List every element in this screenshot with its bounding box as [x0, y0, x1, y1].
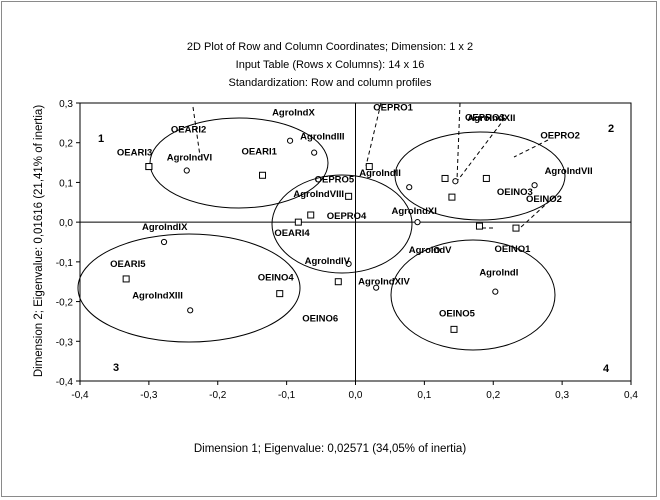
- square-point: [307, 211, 315, 219]
- square-point-label: OEARI4: [274, 228, 310, 239]
- circle-point: [406, 184, 413, 191]
- x-tick-label: 0,3: [555, 390, 569, 401]
- circle-point-label: AgroIndX: [272, 108, 315, 119]
- quadrant-label: 3: [113, 362, 119, 374]
- quadrant-label: 2: [608, 123, 614, 135]
- square-point-label: OEPRO3: [465, 112, 505, 123]
- y-tick-label: -0,2: [56, 298, 74, 309]
- chart-subtitle-standardization: Standardization: Row and column profiles: [228, 77, 432, 89]
- circle-point: [286, 137, 294, 144]
- leader-line: [519, 195, 556, 229]
- circle-point-label: AgroIndII: [359, 168, 401, 179]
- circle-point-label: AgroIndIII: [300, 132, 344, 143]
- square-point: [482, 174, 490, 182]
- circle-point-label: AgroIndVI: [167, 153, 212, 164]
- circle-point-label: AgroIndVII: [545, 166, 593, 177]
- square-point: [276, 290, 284, 298]
- square-point-label: OEPRO1: [373, 103, 413, 114]
- x-tick-label: -0,2: [209, 390, 227, 401]
- cluster-ellipse: [390, 239, 556, 351]
- square-point: [345, 192, 353, 200]
- y-tick-label: 0,3: [59, 99, 73, 110]
- y-tick-label: -0,4: [56, 377, 74, 388]
- x-tick-label: 0,4: [624, 390, 638, 401]
- square-point-label: OEARI2: [171, 125, 206, 136]
- circle-point: [311, 149, 318, 156]
- square-point-label: OEINO3: [497, 187, 533, 198]
- x-tick-label: -0,4: [71, 390, 89, 401]
- cluster-ellipse: [271, 174, 413, 274]
- square-point: [145, 163, 153, 171]
- x-tick-label: -0,1: [278, 390, 296, 401]
- square-point: [259, 171, 267, 179]
- x-axis-label: Dimension 1; Eigenvalue: 0,02571 (34,05%…: [193, 443, 467, 455]
- square-point: [294, 218, 302, 226]
- square-point-label: OEPRO5: [315, 174, 355, 185]
- square-point-label: OEINO5: [439, 308, 476, 319]
- square-point-label: OEARI5: [110, 259, 146, 270]
- circle-point-label: AgroIndIV: [305, 256, 351, 267]
- leader-line: [456, 102, 461, 181]
- y-axis-label: Dimension 2; Eigenvalue: 0,01616 (21,41%…: [33, 104, 45, 378]
- leader-line: [365, 102, 382, 167]
- square-point: [448, 193, 456, 201]
- circle-point-label: AgroIndXIII: [132, 290, 183, 301]
- square-point-label: OEARI1: [242, 146, 278, 157]
- square-point: [512, 224, 520, 232]
- y-tick-label: 0,2: [59, 139, 73, 150]
- square-point: [441, 174, 449, 182]
- x-tick-label: -0,3: [140, 390, 158, 401]
- circle-point: [183, 167, 190, 174]
- square-point: [475, 222, 483, 230]
- leader-line: [457, 117, 506, 181]
- circle-point-label: AgroIndVIII: [293, 189, 344, 200]
- square-point-label: OEPRO4: [327, 211, 367, 222]
- x-tick-label: 0,2: [486, 390, 500, 401]
- circle-point: [187, 307, 194, 314]
- square-point: [122, 275, 130, 283]
- chart-title: 2D Plot of Row and Column Coordinates; D…: [186, 41, 474, 53]
- circle-point: [345, 260, 352, 267]
- circle-point: [160, 238, 168, 246]
- cluster-ellipse: [77, 233, 301, 343]
- y-tick-label: 0,1: [59, 178, 73, 189]
- circle-point: [492, 288, 499, 295]
- cluster-ellipse: [394, 131, 566, 221]
- circle-point-label: AgroIndXI: [391, 206, 436, 217]
- square-point: [450, 325, 458, 333]
- quadrant-label: 1: [98, 133, 104, 145]
- quadrant-label: 4: [603, 363, 610, 375]
- circle-point: [433, 246, 440, 254]
- y-tick-label: 0,0: [59, 218, 73, 229]
- circle-point: [452, 178, 459, 185]
- circle-point: [531, 182, 538, 189]
- chart-subtitle-table: Input Table (Rows x Columns): 14 x 16: [235, 59, 425, 71]
- square-point-label: OEINO2: [526, 194, 562, 205]
- circle-point-label: AgroIndXIV: [358, 277, 410, 288]
- y-tick-label: -0,1: [56, 258, 74, 269]
- circle-point: [414, 219, 421, 226]
- x-tick-label: 0,0: [349, 390, 363, 401]
- square-point: [334, 278, 342, 286]
- square-point-label: OEARI3: [117, 148, 152, 159]
- leader-line: [513, 139, 549, 158]
- circle-point-label: AgroIndIX: [142, 222, 188, 233]
- square-point-label: OEPRO2: [540, 130, 580, 141]
- leader-line: [192, 106, 201, 157]
- x-tick-label: 0,1: [417, 390, 431, 401]
- square-point-label: OEINO4: [258, 273, 295, 284]
- square-point-label: OEINO6: [302, 314, 338, 325]
- y-tick-label: -0,3: [56, 337, 74, 348]
- circle-point-label: AgroIndXII: [467, 113, 515, 124]
- cluster-ellipse: [149, 117, 329, 209]
- square-point-label: OEINO1: [494, 244, 531, 255]
- circle-point-label: AgroIndI: [479, 268, 518, 279]
- circle-point-label: AgroIndV: [409, 245, 452, 256]
- circle-point: [373, 284, 380, 291]
- square-point: [365, 163, 373, 171]
